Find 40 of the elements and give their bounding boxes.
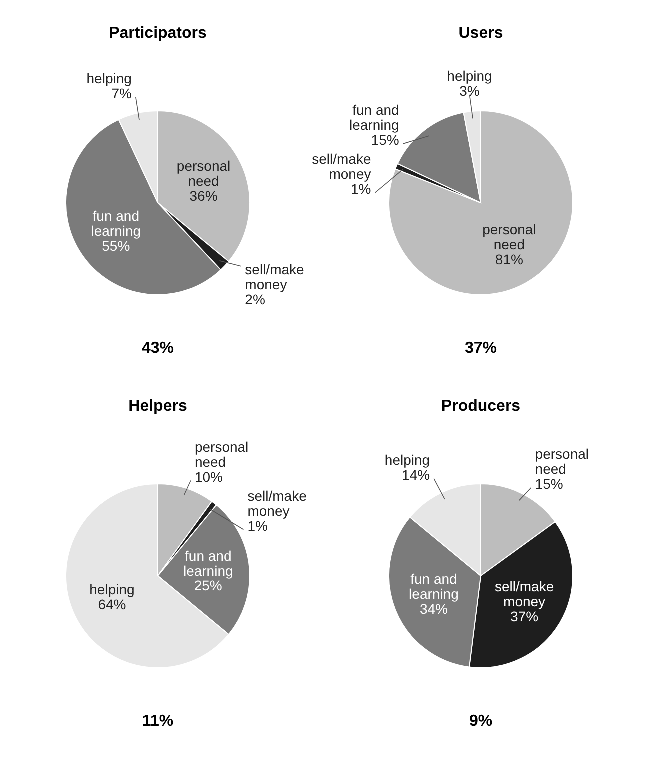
text: 9% <box>469 713 493 730</box>
data-label: 3% <box>460 82 480 99</box>
data-label: 81% <box>495 251 524 268</box>
slice-label: personal need <box>535 446 589 477</box>
slice-label: helping <box>90 582 135 598</box>
slice-label: personal need <box>176 158 231 189</box>
data-label: 36% <box>190 188 218 204</box>
slice-label: fun and learning <box>409 571 459 602</box>
slice-label: fun and learning <box>91 208 142 239</box>
data-label: 1% <box>248 518 268 534</box>
data-label: 7% <box>112 85 132 102</box>
chart-title: Users <box>458 25 504 42</box>
slice-label: helping <box>384 452 430 468</box>
chart-title: Helpers <box>128 398 188 415</box>
slice-label: fun and learning <box>349 102 400 133</box>
data-label: 14% <box>402 466 430 483</box>
text: 43% <box>142 340 174 357</box>
chart-title: Producers <box>441 398 521 415</box>
slice-label: fun and learning <box>183 548 234 579</box>
data-label: 2% <box>245 291 266 308</box>
data-label: 37% <box>510 608 539 624</box>
slice-label: sell/make money <box>248 488 308 519</box>
slice-label: helping <box>86 70 132 86</box>
slice-label: personal need <box>194 438 249 470</box>
data-label: 15% <box>371 132 400 148</box>
text: 11% <box>142 713 174 730</box>
text: 37% <box>464 340 498 357</box>
slice-label: helping <box>447 68 492 84</box>
data-label: 55% <box>102 238 130 254</box>
chart-title: Participators <box>109 25 208 42</box>
data-label: 64% <box>98 596 126 613</box>
data-label: 10% <box>194 468 223 485</box>
slice-label: sell/make money <box>494 578 554 610</box>
slice-label: sell/make money <box>312 150 372 182</box>
data-label: 34% <box>420 601 448 618</box>
slice-label: sell/make money <box>245 261 305 292</box>
data-label: 25% <box>194 578 222 594</box>
data-label: 15% <box>535 476 564 492</box>
slice-label: personal need <box>482 221 536 252</box>
data-label: 1% <box>351 180 372 197</box>
